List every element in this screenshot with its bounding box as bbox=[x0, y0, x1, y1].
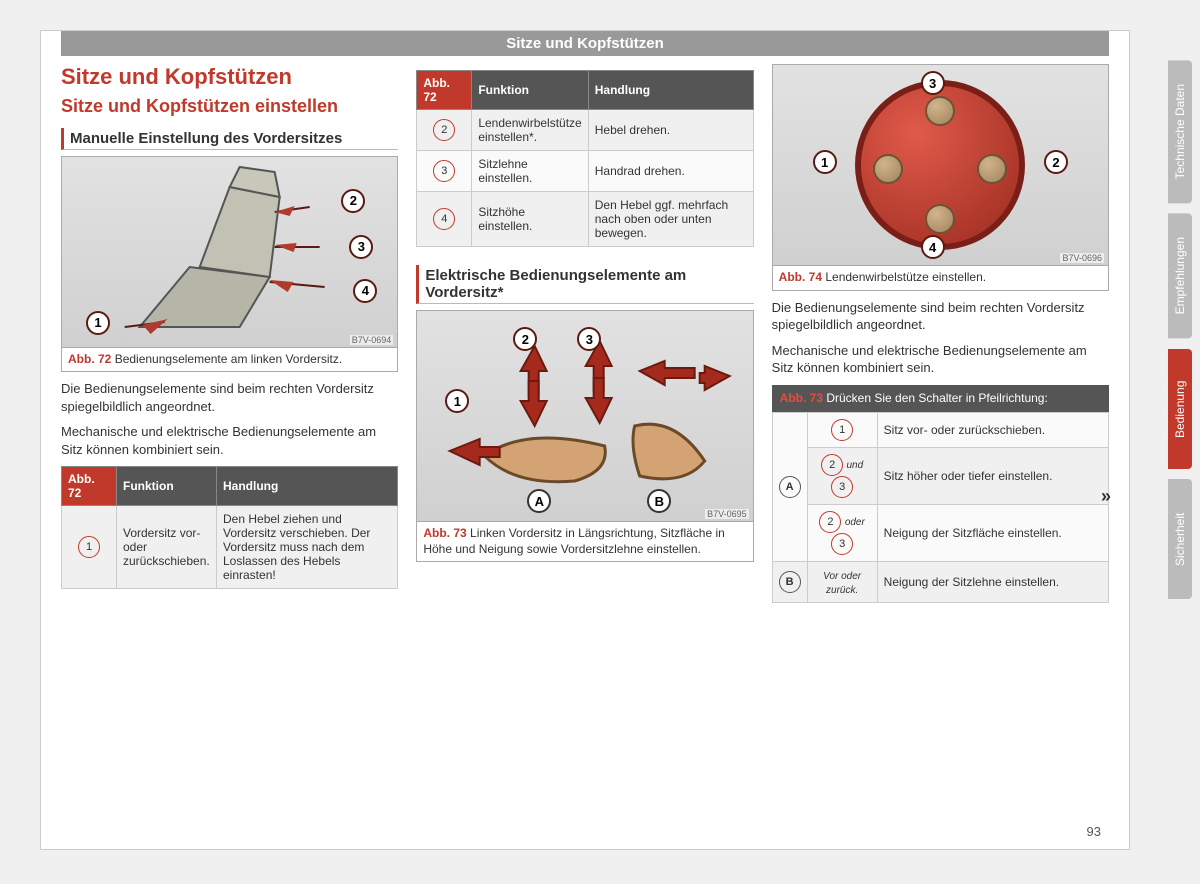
subsection-title: Sitze und Kopfstützen einstellen bbox=[61, 96, 398, 118]
table72b-header-funktion: Funktion bbox=[472, 71, 588, 110]
fig72-callout-1: 1 bbox=[86, 311, 110, 335]
figure-72-caption-text: Bedienungselemente am linken Vordersitz. bbox=[115, 352, 342, 366]
topic-heading-manual-front-seat: Manuelle Einstellung des Vordersitzes bbox=[61, 128, 398, 150]
table72a-header-funktion: Funktion bbox=[117, 467, 217, 506]
figure-72-ref: Abb. 72 bbox=[68, 352, 111, 366]
figure-74: 1 2 3 4 B7V-0696 Abb. 74 Lendenwirbelstü… bbox=[772, 64, 1109, 291]
manual-page: Sitze und Kopfstützen Sitze und Kopfstüt… bbox=[40, 30, 1130, 850]
figure-74-ref: Abb. 74 bbox=[779, 270, 822, 284]
table72a-row1-act: Den Hebel ziehen und Vordersitz verschie… bbox=[217, 506, 398, 589]
content-columns: Sitze und Kopfstützen Sitze und Kopfstüt… bbox=[41, 64, 1129, 603]
table72b-header-handlung: Handlung bbox=[588, 71, 753, 110]
section-title: Sitze und Kopfstützen bbox=[61, 64, 398, 90]
figure-72: 2 3 4 1 B7V-0694 Abb. 72 Bedienungseleme… bbox=[61, 156, 398, 373]
fig72-callout-2: 2 bbox=[341, 189, 365, 213]
col1-paragraph-1: Die Bedienungselemente sind beim rechten… bbox=[61, 380, 398, 415]
column-2: Abb. 72 Funktion Handlung 2 Lendenwirbel… bbox=[416, 64, 753, 603]
table73-row-4: B Vor oder zurück. Neigung der Sitzlehne… bbox=[772, 562, 1108, 603]
topic-heading-electric-front-seat: Elektrische Bedienungselemente am Vorder… bbox=[416, 265, 753, 304]
tab-empfehlungen[interactable]: Empfehlungen bbox=[1168, 213, 1192, 338]
table73-title: Abb. 73 Drücken Sie den Schalter in Pfei… bbox=[772, 385, 1109, 413]
figure-74-image: 1 2 3 4 B7V-0696 bbox=[773, 65, 1108, 265]
tab-sicherheit[interactable]: Sicherheit bbox=[1168, 479, 1192, 599]
table72b-row-3: 3 Sitzlehne einstellen. Handrad drehen. bbox=[417, 151, 753, 192]
fig74-callout-2: 2 bbox=[1044, 150, 1068, 174]
table73-row-3: 2 oder 3 Neigung der Sitzfläche einstell… bbox=[772, 505, 1108, 562]
figure-72-code: B7V-0694 bbox=[350, 335, 394, 345]
fig72-callout-3: 3 bbox=[349, 235, 373, 259]
table72b-row-2: 2 Lendenwirbelstütze einstellen*. Hebel … bbox=[417, 110, 753, 151]
table72a-ref: Abb. 72 bbox=[62, 467, 117, 506]
table73-row-1: A 1 Sitz vor- oder zurückschieben. bbox=[772, 413, 1108, 448]
col3-paragraph-1: Die Bedienungselemente sind beim rechten… bbox=[772, 299, 1109, 334]
table72a-row-1: 1 Vordersitz vor- oder zurückschieben. D… bbox=[62, 506, 398, 589]
column-3: 1 2 3 4 B7V-0696 Abb. 74 Lendenwirbelstü… bbox=[772, 64, 1109, 603]
fig74-callout-4: 4 bbox=[921, 235, 945, 259]
table73-group-B: B bbox=[779, 571, 801, 593]
table-abb72-part1: Abb. 72 Funktion Handlung 1 Vordersitz v… bbox=[61, 466, 398, 589]
table72a-row1-num: 1 bbox=[78, 536, 100, 558]
fig74-callout-1: 1 bbox=[813, 150, 837, 174]
figure-73: 1 2 3 A B B7V-0695 Abb. 73 Linken Vorder… bbox=[416, 310, 753, 562]
col1-paragraph-2: Mechanische und elektrische Bedienungsel… bbox=[61, 423, 398, 458]
table-abb72-part2: Abb. 72 Funktion Handlung 2 Lendenwirbel… bbox=[416, 70, 753, 247]
continuation-marker: » bbox=[1101, 486, 1111, 507]
table72a-header-handlung: Handlung bbox=[217, 467, 398, 506]
figure-73-caption: Abb. 73 Linken Vordersitz in Längsrichtu… bbox=[417, 521, 752, 561]
table72a-row1-func: Vordersitz vor- oder zurückschieben. bbox=[117, 506, 217, 589]
table-abb73: Abb. 73 Drücken Sie den Schalter in Pfei… bbox=[772, 385, 1109, 604]
figure-72-image: 2 3 4 1 B7V-0694 bbox=[62, 157, 397, 347]
lumbar-disc bbox=[855, 80, 1025, 250]
figure-74-code: B7V-0696 bbox=[1060, 253, 1104, 263]
figure-73-ref: Abb. 73 bbox=[423, 526, 466, 540]
table73-row-2: 2 und 3 Sitz höher oder tiefer einstelle… bbox=[772, 448, 1108, 505]
col3-paragraph-2: Mechanische und elektrische Bedienungsel… bbox=[772, 342, 1109, 377]
page-number: 93 bbox=[1087, 824, 1101, 839]
tab-technische-daten[interactable]: Technische Daten bbox=[1168, 60, 1192, 203]
figure-72-caption: Abb. 72 Bedienungselemente am linken Vor… bbox=[62, 347, 397, 372]
table72b-row-4: 4 Sitzhöhe einstellen. Den Hebel ggf. me… bbox=[417, 192, 753, 247]
figure-73-code: B7V-0695 bbox=[705, 509, 749, 519]
fig72-callout-4: 4 bbox=[353, 279, 377, 303]
figure-73-image: 1 2 3 A B B7V-0695 bbox=[417, 311, 752, 521]
table73-group-A: A bbox=[779, 476, 801, 498]
tab-bedienung[interactable]: Bedienung bbox=[1168, 349, 1192, 469]
column-1: Sitze und Kopfstützen Sitze und Kopfstüt… bbox=[61, 64, 398, 603]
side-tabs: Technische Daten Empfehlungen Bedienung … bbox=[1168, 60, 1192, 599]
seat-illustration bbox=[62, 157, 397, 347]
figure-73-caption-text: Linken Vordersitz in Längsrichtung, Sitz… bbox=[423, 526, 725, 556]
figure-74-caption: Abb. 74 Lendenwirbelstütze einstellen. bbox=[773, 265, 1108, 290]
page-header-bar: Sitze und Kopfstützen bbox=[61, 31, 1109, 56]
figure-74-caption-text: Lendenwirbelstütze einstellen. bbox=[825, 270, 986, 284]
table72b-ref: Abb. 72 bbox=[417, 71, 472, 110]
fig74-callout-3: 3 bbox=[921, 71, 945, 95]
